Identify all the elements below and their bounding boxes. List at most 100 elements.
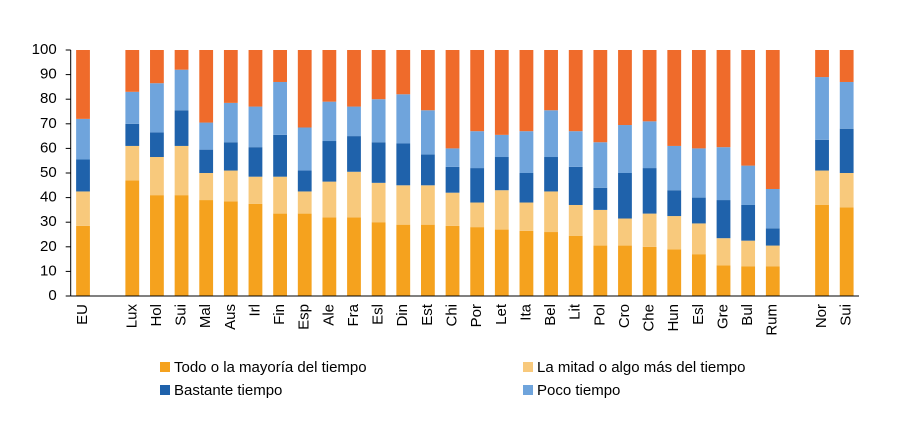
bar-segment — [716, 238, 731, 266]
x-tick-label: EU — [74, 304, 91, 325]
bar-segment — [815, 50, 829, 78]
bar-segment — [667, 249, 682, 296]
bar-segment — [322, 141, 337, 182]
legend-label: Bastante tiempo — [174, 382, 282, 399]
x-tick-label: Sui — [838, 304, 855, 326]
x-tick-label: Gre — [714, 304, 731, 329]
bar-segment — [248, 176, 263, 204]
bar-segment — [150, 50, 164, 84]
bar-segment — [273, 134, 287, 177]
bar-segment — [125, 50, 140, 92]
bar-segment — [691, 223, 706, 255]
bar-segment — [667, 190, 682, 217]
bar-segment — [519, 230, 534, 296]
bar-segment — [396, 50, 411, 95]
x-tick-label: Din — [394, 304, 411, 327]
bar-segment — [371, 99, 386, 143]
legend-swatch — [523, 362, 533, 372]
x-tick-label: Ita — [517, 303, 534, 320]
bar-segment — [741, 240, 756, 267]
bar-segment — [297, 50, 312, 128]
bar-segment — [396, 224, 411, 296]
x-tick-label: Bel — [542, 304, 559, 326]
y-tick-label: 50 — [40, 164, 57, 181]
bar-segment — [347, 50, 361, 107]
bar-segment — [76, 118, 90, 160]
bar-segment — [642, 168, 657, 214]
bar-segment — [470, 227, 485, 296]
bar-segment — [494, 190, 509, 230]
bar-segment — [322, 101, 337, 142]
bar-segment — [716, 50, 731, 148]
bar-segment — [248, 203, 263, 296]
bar-segment — [470, 131, 485, 169]
x-tick-label: Chi — [444, 304, 461, 327]
bar-segment — [716, 147, 731, 201]
legend-swatch — [160, 362, 170, 372]
bar-segment — [593, 142, 608, 188]
bar-segment — [273, 50, 287, 82]
x-tick-label: Sui — [173, 304, 190, 326]
bar-segment — [174, 69, 189, 111]
bar-segment — [642, 213, 657, 247]
x-tick-label: Hol — [148, 304, 165, 327]
x-tick-label: Lit — [567, 303, 584, 320]
x-tick-label: Aus — [222, 304, 239, 330]
y-tick-label: 70 — [40, 115, 57, 132]
bar-segment — [421, 185, 435, 225]
bar-segment — [371, 50, 386, 100]
bar-segment — [150, 195, 164, 296]
bar-segment — [445, 166, 460, 193]
x-tick-label: Cro — [616, 304, 633, 328]
bar-segment — [568, 204, 583, 236]
x-tick-label: Esl — [370, 304, 387, 325]
bar-segment — [568, 50, 583, 132]
bar-segment — [125, 180, 140, 296]
bar-segment — [642, 50, 657, 122]
bar-segment — [421, 50, 435, 111]
bar-segment — [248, 50, 263, 107]
bar-segment — [347, 106, 361, 137]
bar-segment — [519, 50, 534, 132]
bar-segment — [223, 201, 238, 296]
bar-segment — [421, 110, 435, 155]
x-tick-label: Fin — [271, 304, 288, 325]
bar-segment — [765, 245, 780, 267]
bar-segment — [642, 246, 657, 296]
bar-segment — [593, 187, 608, 210]
bar-segment — [494, 229, 509, 296]
bar-segment — [765, 188, 780, 229]
bar-segment — [667, 50, 682, 146]
bar-segment — [223, 102, 238, 143]
bar-segment — [593, 209, 608, 246]
bar-segment — [765, 228, 780, 246]
bar-segment — [544, 50, 558, 111]
legend-swatch — [523, 385, 533, 395]
bar-segment — [125, 91, 140, 124]
bar-segment — [544, 191, 558, 233]
bar-segment — [297, 213, 312, 296]
bar-segment — [273, 81, 287, 135]
bar-segment — [76, 50, 90, 119]
x-tick-label: Esl — [690, 304, 707, 325]
bar-segment — [470, 50, 485, 132]
x-tick-label: Irl — [246, 304, 263, 317]
bar-segment — [815, 204, 829, 296]
bar-segment — [691, 197, 706, 224]
bar-segment — [691, 50, 706, 149]
bar-segment — [445, 192, 460, 226]
bar-segment — [273, 176, 287, 214]
x-tick-label: Let — [493, 303, 510, 325]
bar-segment — [741, 165, 756, 205]
bar-segment — [839, 128, 854, 173]
bar-segment — [470, 202, 485, 228]
bar-segment — [445, 148, 460, 167]
bar-segment — [494, 134, 509, 158]
bar-segment — [470, 168, 485, 203]
legend-label: Todo o la mayoría del tiempo — [174, 359, 367, 376]
y-tick-label: 90 — [40, 66, 57, 83]
bar-segment — [150, 157, 164, 196]
bar-segment — [815, 77, 829, 140]
bar-segment — [494, 50, 509, 135]
